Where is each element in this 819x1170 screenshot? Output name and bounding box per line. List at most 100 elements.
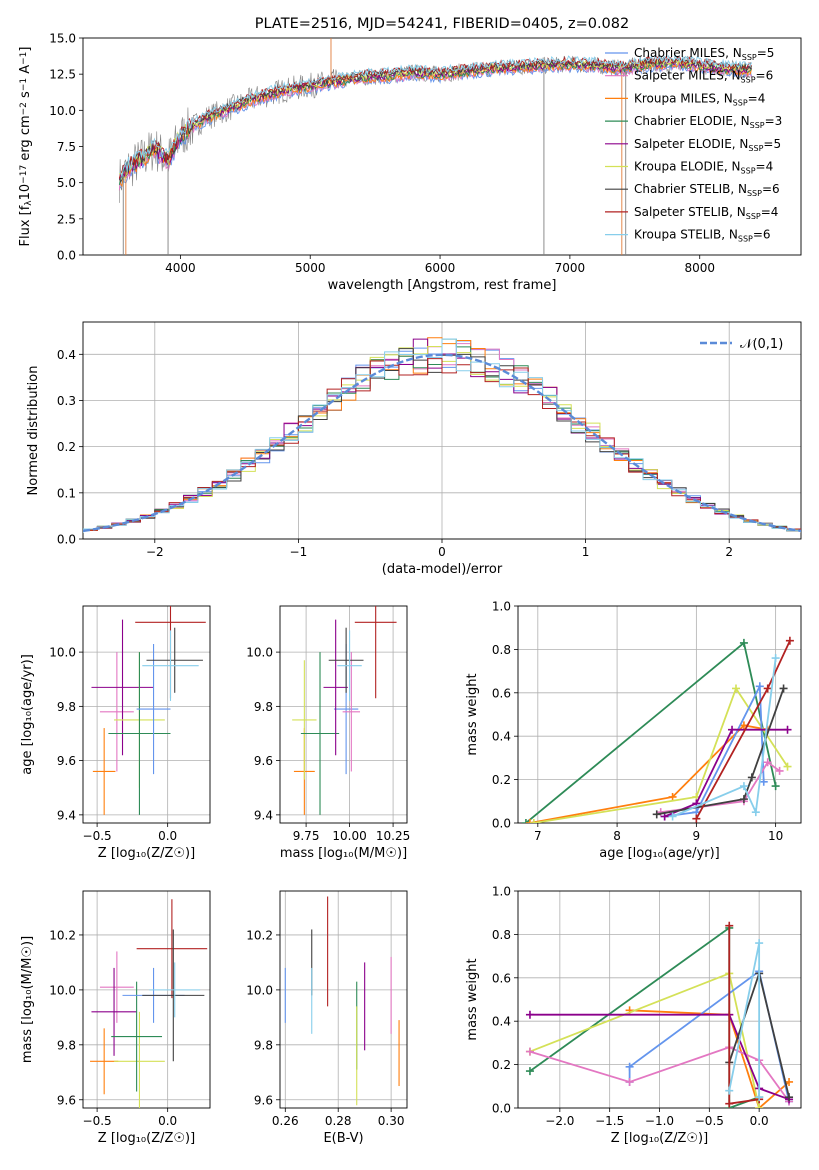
age-weight-plot-area — [521, 636, 794, 823]
legend-entry: Kroupa ELODIE, NSSP=4 — [634, 160, 773, 176]
series-marker-2 — [783, 762, 792, 771]
x-tick-label: 0.0 — [750, 1114, 769, 1128]
y-tick-label: 9.6 — [57, 754, 76, 768]
legend-nssp-value: 4 — [758, 91, 766, 105]
legend-nssp-prefix: , N — [724, 69, 741, 83]
legend-entry: Chabrier MILES, NSSP=5 — [634, 46, 774, 62]
y-tick-label: 0.8 — [492, 643, 511, 657]
legend-nssp-sub: SSP — [741, 76, 756, 85]
series-line-1 — [529, 724, 768, 823]
legend-nssp-eq: = — [765, 114, 775, 128]
y-tick-label: 12.5 — [49, 68, 76, 82]
y-tick-label: 0.0 — [57, 249, 76, 263]
series-marker-3 — [755, 682, 764, 691]
y-axis-label: mass weight — [465, 958, 480, 1040]
legend-nssp-eq: = — [753, 228, 763, 242]
series-marker-6 — [739, 795, 748, 804]
x-tick-label: 10.00 — [332, 829, 366, 843]
series-marker-0 — [739, 638, 748, 647]
ebv-mass-axes: 0.26 0.28 0.30 9.6 9.8 10.0 10.2 — [246, 890, 408, 1128]
y-label-part: Flux [f — [18, 205, 33, 246]
y-tick-label: 9.8 — [254, 700, 273, 714]
axes-frame — [82, 605, 211, 824]
x-tick-label: −0.5 — [83, 829, 112, 843]
model-line-6 — [118, 56, 753, 183]
x-axis-label: Z [log₁₀(Z/Z☉)] — [98, 846, 195, 861]
z-age-plot-area — [91, 606, 206, 815]
y-tick-label: 10.2 — [49, 928, 76, 942]
series-marker-5 — [525, 1010, 534, 1019]
legend-nssp-value: 3 — [775, 114, 783, 128]
series-marker-1 — [785, 1077, 794, 1086]
legend-entry: Chabrier STELIB, NSSP=6 — [634, 182, 780, 198]
legend-nssp-prefix: , N — [716, 91, 733, 105]
legend-nssp-eq: = — [748, 91, 758, 105]
legend-nssp-value: 6 — [766, 69, 774, 83]
series-line-5 — [529, 1013, 790, 1101]
y-tick-label: 0.2 — [492, 773, 511, 787]
series-marker-1 — [668, 792, 677, 801]
y-label-part: −17 — [19, 165, 29, 184]
legend-nssp-value: 6 — [763, 228, 771, 242]
legend-nssp-sub: SSP — [746, 212, 761, 221]
y-tick-label: 9.8 — [57, 1038, 76, 1052]
legend-name: Chabrier MILES — [634, 46, 725, 60]
x-tick-label: 7 — [534, 829, 542, 843]
series-marker-6 — [785, 1093, 794, 1102]
legend-nssp-eq: = — [756, 69, 766, 83]
y-axis-label: mass weight — [465, 673, 480, 755]
x-tick-label: 10 — [768, 829, 783, 843]
y-tick-label: 1.0 — [492, 885, 511, 899]
legend-nssp-eq: = — [761, 205, 771, 219]
legend-entry: Salpeter MILES, NSSP=6 — [634, 69, 773, 85]
x-tick-label: 1 — [582, 545, 590, 559]
series-marker-7 — [692, 814, 701, 823]
legend-nssp-value: 5 — [767, 46, 775, 60]
legend-nssp-sub: SSP — [738, 235, 753, 244]
x-tick-label: −1.5 — [595, 1114, 624, 1128]
legend-entry: Kroupa STELIB, NSSP=6 — [634, 228, 771, 244]
y-tick-label: 1.0 — [492, 600, 511, 614]
y-tick-label: 0.4 — [57, 348, 76, 362]
x-tick-label: −2.0 — [545, 1114, 574, 1128]
legend-name: Kroupa MILES — [634, 91, 716, 105]
y-tick-label: 10.0 — [49, 983, 76, 997]
series-marker-6 — [652, 810, 661, 819]
y-label-part: λ — [24, 200, 34, 206]
legend-nssp-prefix: , N — [725, 46, 742, 60]
residuals-plot-area — [83, 337, 801, 533]
y-tick-label: 0.3 — [57, 394, 76, 408]
y-label-part: A — [18, 65, 33, 78]
z-weight-axes: −2.0 −1.5 −1.0 −0.5 0.0 0.0 0.2 0.4 0.6 0.8 1.0 — [492, 885, 802, 1128]
legend-nssp-value: 6 — [772, 182, 780, 196]
y-tick-label: 0.4 — [492, 1015, 511, 1029]
y-axis-label: Normed distribution — [26, 366, 41, 496]
legend-nssp-eq: = — [763, 137, 773, 151]
axes-frame — [82, 890, 211, 1109]
series-line-0 — [529, 926, 760, 1108]
x-tick-label: 0.26 — [272, 1114, 299, 1128]
x-tick-label: 0 — [438, 545, 446, 559]
legend-name: Kroupa STELIB — [634, 228, 721, 242]
y-axis-label: mass [log₁₀(M/M☉)] — [20, 936, 35, 1063]
legend-entry: Chabrier ELODIE, NSSP=3 — [634, 114, 782, 130]
x-tick-label: −2 — [146, 545, 164, 559]
series-line-6 — [656, 688, 785, 816]
legend-name: Salpeter MILES — [634, 69, 724, 83]
series-line-8 — [728, 942, 761, 1098]
legend-nssp-prefix: , N — [732, 137, 749, 151]
y-tick-label: 9.4 — [254, 808, 273, 822]
x-axis-label: (data-model)/error — [382, 562, 503, 577]
series-marker-4 — [525, 1047, 534, 1056]
legend-nssp-eq: = — [756, 160, 766, 174]
legend-nssp-value: 4 — [771, 205, 779, 219]
series-marker-0 — [525, 1067, 534, 1076]
legend-nssp-sub: SSP — [733, 98, 748, 107]
legend-nssp-prefix: , N — [730, 182, 747, 196]
x-tick-label: 0.30 — [378, 1114, 405, 1128]
y-tick-label: 0.6 — [492, 971, 511, 985]
series-marker-6 — [747, 773, 756, 782]
x-tick-label: 0.0 — [158, 1114, 177, 1128]
series-marker-4 — [625, 1077, 634, 1086]
